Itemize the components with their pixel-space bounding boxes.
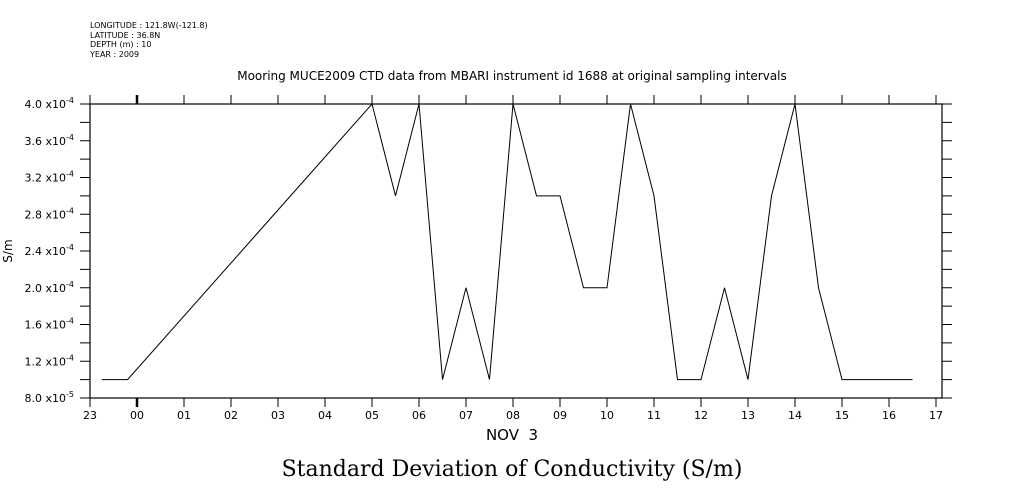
y-tick-label: 1.2 x10-4 — [25, 353, 74, 368]
x-tick-label: 10 — [600, 409, 614, 422]
y-tick-label: 1.6 x10-4 — [25, 317, 74, 332]
x-tick-label: 09 — [553, 409, 567, 422]
y-tick-label: 3.2 x10-4 — [25, 170, 74, 185]
latitude-label: LATITUDE : 36.8N — [90, 30, 161, 40]
y-tick-label: 3.6 x10-4 — [25, 133, 74, 148]
chart-title: Mooring MUCE2009 CTD data from MBARI ins… — [237, 69, 787, 83]
x-tick-label: 16 — [882, 409, 896, 422]
y-tick-label: 2.8 x10-4 — [25, 206, 74, 221]
x-tick-label: 17 — [929, 409, 943, 422]
x-tick-label: 00 — [130, 409, 144, 422]
x-axis-label: NOV 3 — [486, 426, 538, 444]
depth-label: DEPTH (m) : 10 — [90, 40, 152, 49]
x-tick-label: 05 — [365, 409, 379, 422]
y-tick-label: 2.4 x10-4 — [25, 243, 74, 258]
x-tick-label: 14 — [788, 409, 802, 422]
x-tick-label: 15 — [835, 409, 849, 422]
x-tick-label: 11 — [647, 409, 661, 422]
x-tick-label: 04 — [318, 409, 332, 422]
metadata-block: LONGITUDE : 121.8W(-121.8) LATITUDE : 36… — [90, 21, 208, 59]
y-tick-label: 4.0 x10-4 — [25, 96, 74, 111]
x-tick-label: 06 — [412, 409, 426, 422]
y-tick-label: 2.0 x10-4 — [25, 280, 74, 295]
x-tick-label: 13 — [741, 409, 755, 422]
series-line — [101, 102, 913, 381]
x-tick-label: 03 — [271, 409, 285, 422]
x-tick-label: 07 — [459, 409, 473, 422]
x-tick-label: 23 — [83, 409, 97, 422]
longitude-label: LONGITUDE : 121.8W(-121.8) — [90, 21, 208, 30]
y-axis-label: S/m — [1, 239, 15, 262]
chart-caption: Standard Deviation of Conductivity (S/m) — [282, 457, 743, 482]
x-tick-label: 08 — [506, 409, 520, 422]
x-tick-label: 01 — [177, 409, 191, 422]
x-tick-label: 12 — [694, 409, 708, 422]
x-tick-label: 02 — [224, 409, 238, 422]
y-tick-label: 8.0 x10-5 — [25, 390, 74, 405]
year-label: YEAR : 2009 — [90, 49, 140, 59]
